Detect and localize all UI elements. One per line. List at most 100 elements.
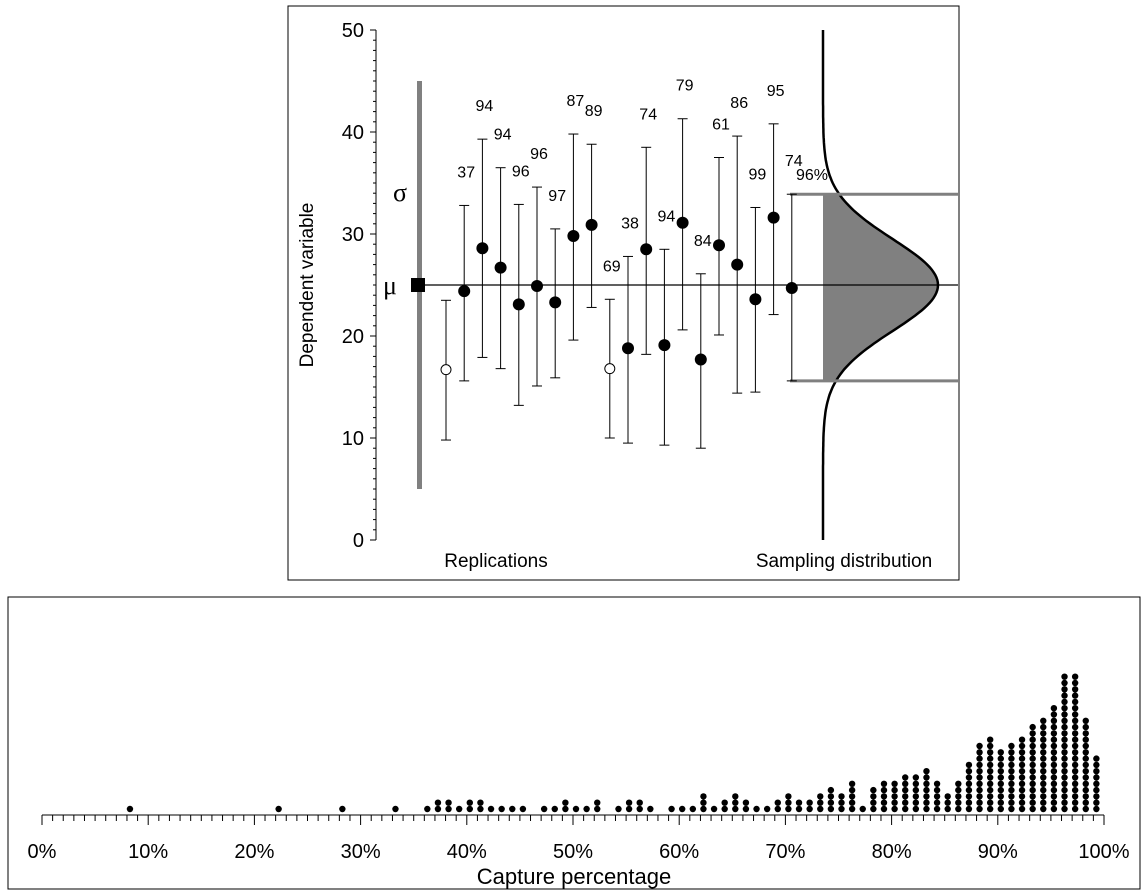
capture-dot [1040, 749, 1047, 756]
capture-dot [933, 793, 941, 800]
capture-dot [1008, 805, 1015, 813]
x-tick-label: 80% [872, 841, 912, 863]
capture-dot [986, 786, 994, 794]
capture-dot [1071, 698, 1079, 706]
capture-dot [1071, 679, 1079, 687]
capture-dot [1050, 774, 1058, 781]
capture-dot [848, 799, 856, 806]
capture-dot [997, 780, 1004, 787]
capture-dot [848, 805, 856, 813]
capture-dot [1029, 736, 1036, 743]
capture-dot [902, 799, 909, 806]
capture-dot [1040, 774, 1047, 781]
capture-dot [986, 749, 994, 756]
capture-dot [806, 805, 813, 813]
capture-dot [986, 755, 994, 762]
capture-dot [1082, 761, 1089, 769]
replication-mean-point [731, 258, 744, 271]
capture-dot [1029, 768, 1036, 775]
capture-percentage-label: 94 [476, 98, 494, 115]
capture-dot [1018, 749, 1026, 756]
capture-dot [498, 805, 505, 813]
x-tick-label: 0% [28, 841, 57, 863]
capture-dot [615, 805, 622, 813]
capture-dot [1071, 799, 1079, 806]
capture-dot [986, 793, 994, 800]
capture-dot [1061, 761, 1068, 769]
capture-dot [721, 799, 728, 806]
capture-dot [551, 805, 558, 813]
capture-dot [1050, 761, 1058, 769]
capture-dot [902, 786, 909, 794]
capture-dot [944, 805, 951, 813]
capture-dot [1050, 723, 1058, 731]
replication-mean-point [585, 218, 598, 231]
capture-dot [466, 799, 473, 806]
capture-dot [785, 793, 792, 800]
capture-dot [976, 805, 983, 813]
replication-mean-point [767, 211, 780, 224]
y-ticks [370, 29, 376, 541]
capture-dot [1008, 780, 1015, 787]
capture-dot [1061, 673, 1068, 680]
y-tick-label: 10 [342, 428, 364, 450]
capture-dot [1008, 786, 1015, 794]
capture-dot [1061, 749, 1068, 756]
capture-dot [594, 805, 601, 813]
capture-dot [1050, 780, 1058, 787]
capture-dot [902, 780, 909, 787]
capture-dot [1018, 799, 1026, 806]
replication-mean-point [512, 298, 525, 311]
capture-dot [870, 786, 877, 794]
capture-dot [785, 805, 792, 813]
capture-dot [976, 742, 983, 750]
capture-dot [965, 761, 973, 769]
capture-dot [976, 749, 983, 756]
shaded-area [823, 194, 938, 381]
capture-dot [710, 805, 718, 813]
capture-dot [1018, 774, 1026, 781]
capture-dot [763, 805, 771, 813]
capture-dot [1018, 793, 1026, 800]
capture-dot [1050, 799, 1058, 806]
capture-dot [923, 799, 930, 806]
capture-dot [912, 774, 920, 781]
capture-dot [732, 799, 739, 806]
capture-dot [636, 805, 643, 813]
replication-mean-point [494, 261, 507, 274]
capture-dot [1082, 768, 1089, 775]
replication-mean-point [658, 339, 671, 352]
capture-dot [487, 805, 495, 813]
capture-dot [1082, 730, 1089, 737]
replication-mean-point-missed [440, 364, 452, 376]
capture-dot [1082, 786, 1089, 794]
capture-dot [753, 805, 760, 813]
capture-dot [774, 805, 781, 813]
capture-dot [1050, 793, 1058, 800]
capture-percentage-label: 84 [694, 233, 712, 250]
capture-dot [912, 793, 920, 800]
capture-dot [986, 736, 994, 743]
x-tick-label: 90% [978, 841, 1018, 863]
replication-mean-point [531, 280, 543, 293]
capture-dot [1029, 805, 1036, 813]
capture-dot [880, 805, 888, 813]
capture-dot [1061, 705, 1068, 712]
capture-dot [1093, 774, 1100, 781]
capture-dot [1029, 749, 1036, 756]
capture-dot [817, 799, 824, 806]
replication-mean-point-missed [604, 363, 616, 375]
capture-dot [1040, 799, 1047, 806]
x-tick-label: 30% [341, 841, 381, 863]
capture-dot [1040, 730, 1047, 737]
capture-dot [1061, 736, 1068, 743]
capture-dot [1071, 711, 1079, 718]
replication-mean-point [785, 282, 798, 295]
capture-dot [700, 799, 707, 806]
capture-dot [1018, 755, 1026, 762]
capture-dot [891, 780, 898, 787]
capture-dot [1082, 736, 1089, 743]
capture-dot [1071, 723, 1079, 731]
capture-dot [976, 761, 983, 769]
